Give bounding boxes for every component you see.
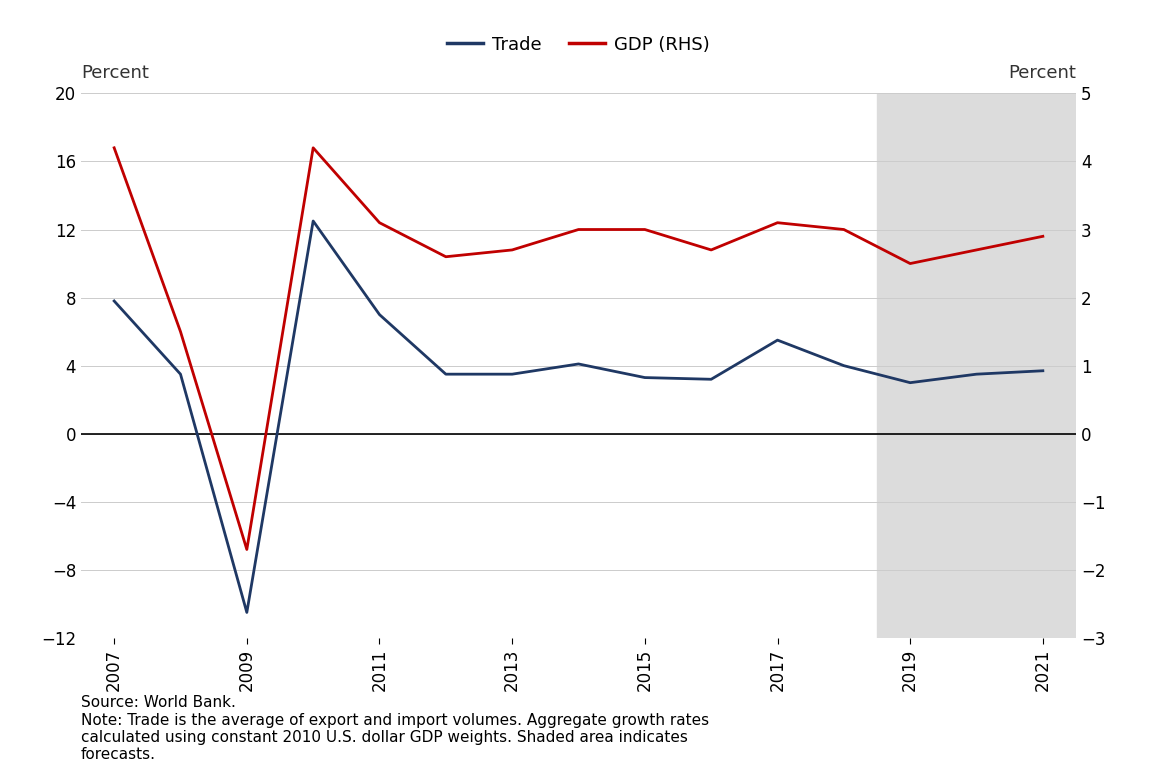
Text: Percent: Percent [81,64,149,82]
Legend: Trade, GDP (RHS): Trade, GDP (RHS) [440,29,717,61]
Text: Source: World Bank.
Note: Trade is the average of export and import volumes. Agg: Source: World Bank. Note: Trade is the a… [81,696,709,762]
Bar [877,93,1076,638]
Text: Percent: Percent [1008,64,1076,82]
